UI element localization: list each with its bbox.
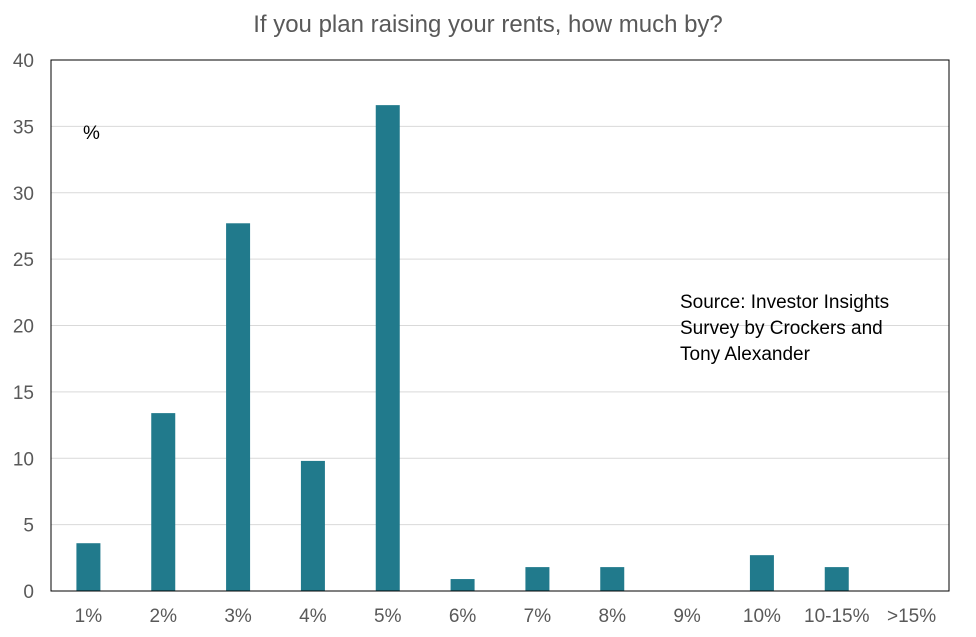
x-tick-label: 1% xyxy=(75,606,103,627)
bar xyxy=(76,543,101,591)
bar xyxy=(600,567,625,591)
source-line-1: Source: Investor Insights xyxy=(680,292,889,313)
unit-label: % xyxy=(83,123,100,144)
y-axis-ticks: 0 5 10 15 20 25 30 35 40 xyxy=(13,51,34,603)
y-tick-label: 5 xyxy=(23,516,34,537)
y-tick-label: 0 xyxy=(23,582,34,603)
x-tick-label: 5% xyxy=(374,606,402,627)
bar xyxy=(151,413,176,591)
plot-frame xyxy=(50,59,950,592)
x-tick-label: 3% xyxy=(224,606,252,627)
x-tick-label: 4% xyxy=(299,606,327,627)
y-tick-label: 10 xyxy=(13,449,34,470)
y-tick-label: 35 xyxy=(13,117,34,138)
source-line-3: Tony Alexander xyxy=(680,344,811,365)
y-tick-label: 30 xyxy=(13,184,34,205)
source-line-2: Survey by Crockers and xyxy=(680,318,883,339)
x-tick-label: 10% xyxy=(743,606,781,627)
x-axis-ticks: 1% 2% 3% 4% 5% 6% 7% 8% 9% 10% 10-15% >15% xyxy=(75,606,937,627)
bar xyxy=(525,567,550,591)
bar xyxy=(226,223,251,591)
x-tick-label: 10-15% xyxy=(804,606,870,627)
bar xyxy=(450,579,475,591)
chart-title: If you plan raising your rents, how much… xyxy=(253,11,723,38)
bar xyxy=(749,555,774,591)
y-tick-label: 40 xyxy=(13,51,34,72)
bar xyxy=(300,460,325,591)
y-tick-label: 15 xyxy=(13,383,34,404)
y-tick-label: 20 xyxy=(13,317,34,338)
x-tick-label: 2% xyxy=(150,606,178,627)
source-note: Source: Investor Insights Survey by Croc… xyxy=(680,292,894,365)
bar xyxy=(375,105,400,591)
bars xyxy=(76,105,849,591)
y-tick-label: 25 xyxy=(13,250,34,271)
x-tick-label: 6% xyxy=(449,606,477,627)
bar xyxy=(824,567,849,591)
x-tick-label: 9% xyxy=(673,606,701,627)
x-tick-label: 7% xyxy=(524,606,552,627)
x-tick-label: 8% xyxy=(599,606,627,627)
x-tick-label: >15% xyxy=(887,606,936,627)
gridlines xyxy=(51,125,949,526)
